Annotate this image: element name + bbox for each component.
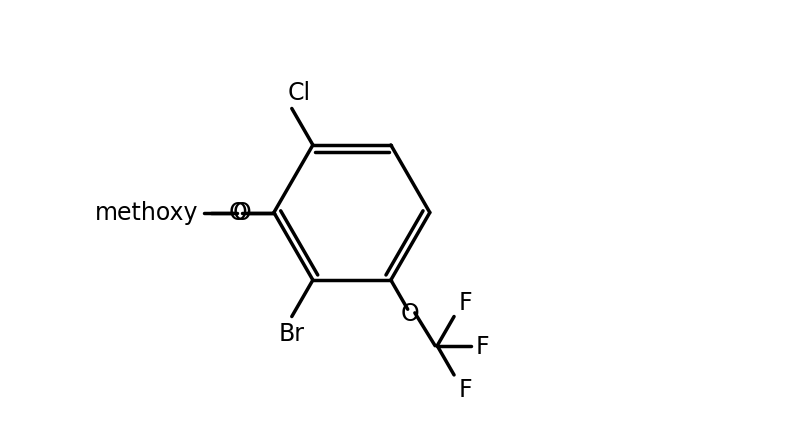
Text: F: F	[459, 377, 472, 401]
Text: O: O	[400, 301, 419, 325]
Text: F: F	[459, 291, 472, 315]
Text: O: O	[233, 201, 251, 225]
Text: Br: Br	[279, 321, 305, 345]
Text: O: O	[229, 201, 247, 225]
Text: Cl: Cl	[288, 81, 310, 105]
Text: methoxy: methoxy	[95, 201, 198, 225]
Text: F: F	[475, 334, 489, 358]
